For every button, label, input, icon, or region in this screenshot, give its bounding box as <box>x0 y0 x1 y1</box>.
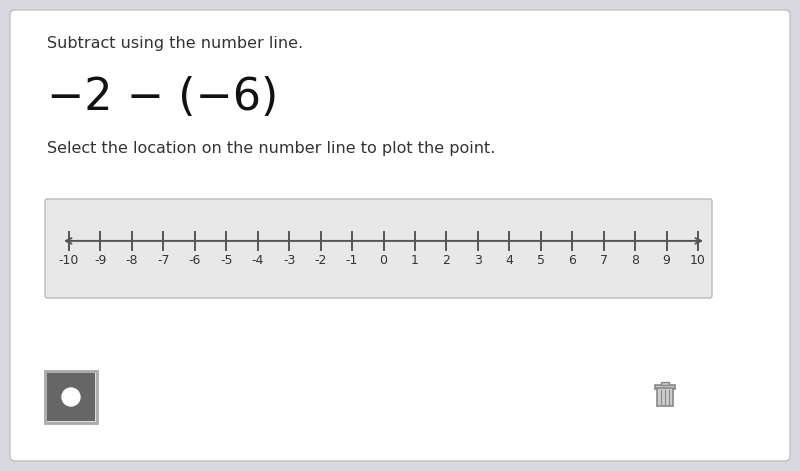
Text: Select the location on the number line to plot the point.: Select the location on the number line t… <box>47 141 495 156</box>
Text: -8: -8 <box>126 254 138 267</box>
Text: -6: -6 <box>189 254 201 267</box>
Text: -4: -4 <box>251 254 264 267</box>
Text: 5: 5 <box>537 254 545 267</box>
Text: -5: -5 <box>220 254 233 267</box>
Text: 3: 3 <box>474 254 482 267</box>
Text: 7: 7 <box>600 254 608 267</box>
Text: 0: 0 <box>379 254 387 267</box>
Bar <box>655 385 675 389</box>
Text: 6: 6 <box>568 254 576 267</box>
Bar <box>661 382 669 385</box>
Circle shape <box>62 388 80 406</box>
Text: 4: 4 <box>506 254 514 267</box>
Text: 1: 1 <box>411 254 419 267</box>
Text: -2: -2 <box>314 254 326 267</box>
Bar <box>47 373 95 421</box>
FancyBboxPatch shape <box>10 10 790 461</box>
Bar <box>657 388 673 406</box>
Text: 9: 9 <box>662 254 670 267</box>
Text: -1: -1 <box>346 254 358 267</box>
FancyBboxPatch shape <box>45 199 712 298</box>
Text: 10: 10 <box>690 254 706 267</box>
Text: 2: 2 <box>442 254 450 267</box>
Text: −2 − (−6): −2 − (−6) <box>47 76 278 119</box>
Text: Subtract using the number line.: Subtract using the number line. <box>47 36 303 51</box>
Text: -10: -10 <box>59 254 79 267</box>
Text: -7: -7 <box>157 254 170 267</box>
Text: -9: -9 <box>94 254 106 267</box>
Text: -3: -3 <box>283 254 295 267</box>
Bar <box>45 371 97 423</box>
Text: 8: 8 <box>631 254 639 267</box>
